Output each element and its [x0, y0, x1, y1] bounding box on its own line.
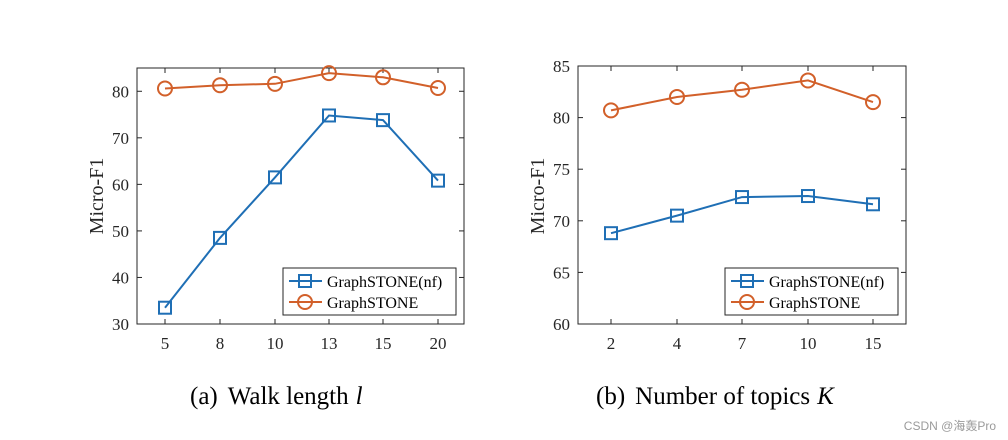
- plot-b-point-gs: [669, 88, 685, 105]
- plot-a-series: [157, 65, 446, 315]
- plot-b-point-nf: [604, 226, 618, 241]
- plot-a-xtick-label: 13: [321, 334, 338, 353]
- caption-b-var: K: [816, 383, 835, 410]
- plot-a-xtick-label: 20: [430, 334, 447, 353]
- plot-b-legend-marker-nf: [740, 274, 754, 288]
- plot-b-point-nf: [801, 189, 815, 204]
- caption-a: (a) Walk length l: [190, 383, 363, 410]
- plot-a-ytick-label: 70: [112, 129, 129, 148]
- plot-b-point-gs: [800, 72, 816, 89]
- plot-b-xtick-label: 10: [800, 334, 817, 353]
- caption-b: (b) Number of topics K: [596, 383, 835, 410]
- plot-b-axes: 60 65 70 75 80 85 2 4 7 10 15: [553, 57, 906, 353]
- plot-a-series-line-gs: [164, 72, 439, 90]
- plot-a-point-nf: [213, 230, 227, 245]
- caption-b-label: (b): [596, 383, 625, 410]
- caption-a-var: l: [356, 383, 363, 410]
- plot-b-legend-label-gs: GraphSTONE: [769, 295, 860, 312]
- plot-a-legend-marker-gs: [297, 294, 313, 310]
- plot-b-point-gs: [603, 102, 619, 119]
- plot-a-xtick-label: 8: [216, 334, 225, 353]
- plot-a-point-nf: [322, 108, 336, 123]
- plot-a-point-nf: [268, 170, 282, 185]
- plot-a-legend-label-nf: GraphSTONE(nf): [327, 274, 442, 291]
- plot-a-point-nf: [376, 113, 390, 128]
- plot-a-series-line-nf: [164, 114, 439, 309]
- plot-b-series-line-gs: [610, 79, 874, 112]
- plot-a-xtick-label: 15: [375, 334, 392, 353]
- plot-b-series: [603, 72, 881, 241]
- plot-a-ytick-label: 30: [112, 315, 129, 334]
- plot-b-point-nf: [866, 197, 880, 212]
- caption-a-text: Walk length: [228, 383, 349, 410]
- plot-b-ytick-label: 60: [553, 315, 570, 334]
- plot-a-legend-marker-nf: [298, 274, 312, 288]
- plot-b-point-gs: [865, 94, 881, 111]
- watermark: CSDN @海轰Pro: [904, 418, 997, 433]
- plot-b-series-line-nf: [610, 194, 874, 235]
- plot-b-point-nf: [670, 208, 684, 223]
- plot-b-ylabel: Micro-F1: [527, 158, 549, 235]
- plot-a-point-nf: [431, 173, 445, 188]
- plot-b-ytick-label: 75: [553, 160, 570, 179]
- plot-b-xtick-label: 2: [607, 334, 616, 353]
- plot-b-ytick-label: 65: [553, 263, 570, 282]
- caption-b-text: Number of topics: [635, 383, 810, 410]
- plot-b-xtick-label: 4: [673, 334, 682, 353]
- plot-b-legend-label-nf: GraphSTONE(nf): [769, 274, 884, 291]
- plot-b-point-gs: [734, 81, 750, 98]
- plot-a-ytick-label: 80: [112, 82, 129, 101]
- plot-b-legend-marker-gs: [739, 294, 755, 310]
- plot-a-legend: GraphSTONE(nf) GraphSTONE: [282, 267, 457, 316]
- plot-a-point-gs: [375, 69, 391, 86]
- plot-a-axes: 30 40 50 60 70 80 5 8 10 13 15 20: [112, 68, 464, 353]
- subplot-a: 30 40 50 60 70 80 5 8 10 13 15 20 Micro-F1 GraphSTO…: [86, 65, 465, 410]
- plot-b-ytick-label: 80: [553, 109, 570, 128]
- plot-a-point-gs: [267, 75, 283, 92]
- plot-a-xtick-label: 10: [267, 334, 284, 353]
- plot-b-xtick-label: 15: [865, 334, 882, 353]
- plot-b-point-nf: [735, 190, 749, 205]
- plot-b-ytick-label: 85: [553, 57, 570, 76]
- plot-a-ytick-label: 50: [112, 222, 129, 241]
- plot-a-point-nf: [158, 300, 172, 315]
- plot-a-point-gs: [430, 80, 446, 97]
- plot-a-legend-label-gs: GraphSTONE: [327, 295, 418, 312]
- plot-a-ytick-label: 40: [112, 268, 129, 287]
- plot-b-legend: GraphSTONE(nf) GraphSTONE: [724, 267, 899, 316]
- plot-b-xtick-label: 7: [738, 334, 747, 353]
- caption-a-label: (a): [190, 383, 218, 410]
- plot-a-xtick-label: 5: [161, 334, 170, 353]
- plot-b-ytick-label: 70: [553, 212, 570, 231]
- plot-a-point-gs: [212, 77, 228, 94]
- plot-a-ytick-label: 60: [112, 175, 129, 194]
- plot-a-point-gs: [157, 80, 173, 97]
- plot-a-ylabel: Micro-F1: [86, 158, 108, 235]
- plot-a-point-gs: [321, 65, 337, 82]
